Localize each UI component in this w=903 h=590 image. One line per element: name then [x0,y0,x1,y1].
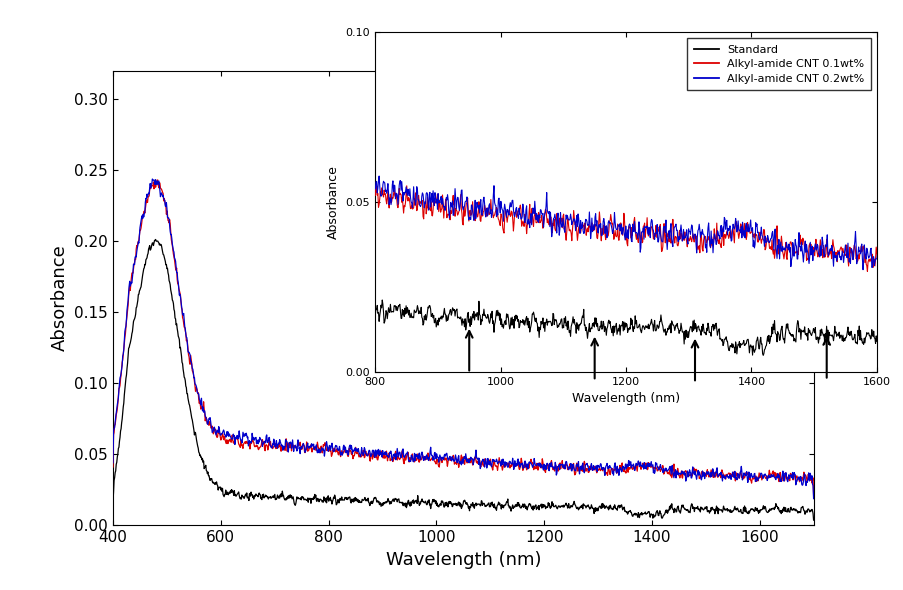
Legend: Standard, Alkyl-amide CNT 0.1wt%, Alkyl-amide CNT 0.2wt%: Standard, Alkyl-amide CNT 0.1wt%, Alkyl-… [686,38,870,90]
Y-axis label: Absorbance: Absorbance [51,245,69,351]
X-axis label: Wavelength (nm): Wavelength (nm) [385,550,541,569]
Y-axis label: Absorbance: Absorbance [327,165,340,239]
X-axis label: Wavelength (nm): Wavelength (nm) [572,392,679,405]
